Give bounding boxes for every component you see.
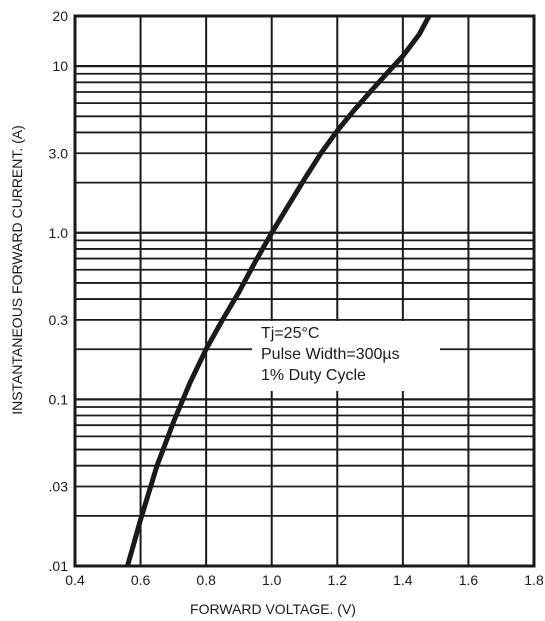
y-tick-label: 1.0 bbox=[49, 225, 69, 241]
annotation-line: Pulse Width=300µs bbox=[261, 346, 400, 363]
annotation-background bbox=[252, 321, 440, 391]
plot-frame bbox=[73, 14, 536, 568]
x-tick-label: 1.8 bbox=[524, 572, 544, 588]
x-tick-label: 0.6 bbox=[131, 572, 151, 588]
y-tick-label: 0.1 bbox=[49, 391, 69, 407]
annotation-line: Tj=25°C bbox=[261, 325, 319, 342]
curves bbox=[125, 14, 432, 567]
x-axis-label: FORWARD VOLTAGE. (V) bbox=[190, 601, 356, 617]
y-tick-label: .01 bbox=[49, 558, 69, 574]
grid bbox=[74, 15, 535, 568]
series-line-0 bbox=[125, 14, 432, 567]
y-tick-labels: .01 .03 0.1 0.3 1.0 3.0 10 20 bbox=[49, 8, 69, 574]
x-tick-label: 1.2 bbox=[328, 572, 348, 588]
y-axis-label: INSTANTANEOUS FORWARD CURRENT. (A) bbox=[9, 125, 25, 415]
x-tick-label: 0.8 bbox=[196, 572, 216, 588]
x-tick-label: 1.0 bbox=[262, 572, 282, 588]
y-tick-label: 20 bbox=[52, 8, 68, 24]
x-tick-labels: 0.4 0.6 0.8 1.0 1.2 1.4 1.6 1.8 bbox=[65, 572, 544, 588]
annotation-box: Tj=25°C Pulse Width=300µs 1% Duty Cycle bbox=[252, 321, 440, 391]
x-tick-label: 1.4 bbox=[393, 572, 413, 588]
y-tick-label: 10 bbox=[52, 58, 68, 74]
y-tick-label: 3.0 bbox=[49, 145, 69, 161]
x-tick-label: 0.4 bbox=[65, 572, 85, 588]
annotation-line: 1% Duty Cycle bbox=[261, 367, 366, 384]
y-tick-label: 0.3 bbox=[49, 312, 69, 328]
x-tick-label: 1.6 bbox=[459, 572, 479, 588]
y-tick-label: .03 bbox=[49, 479, 69, 495]
